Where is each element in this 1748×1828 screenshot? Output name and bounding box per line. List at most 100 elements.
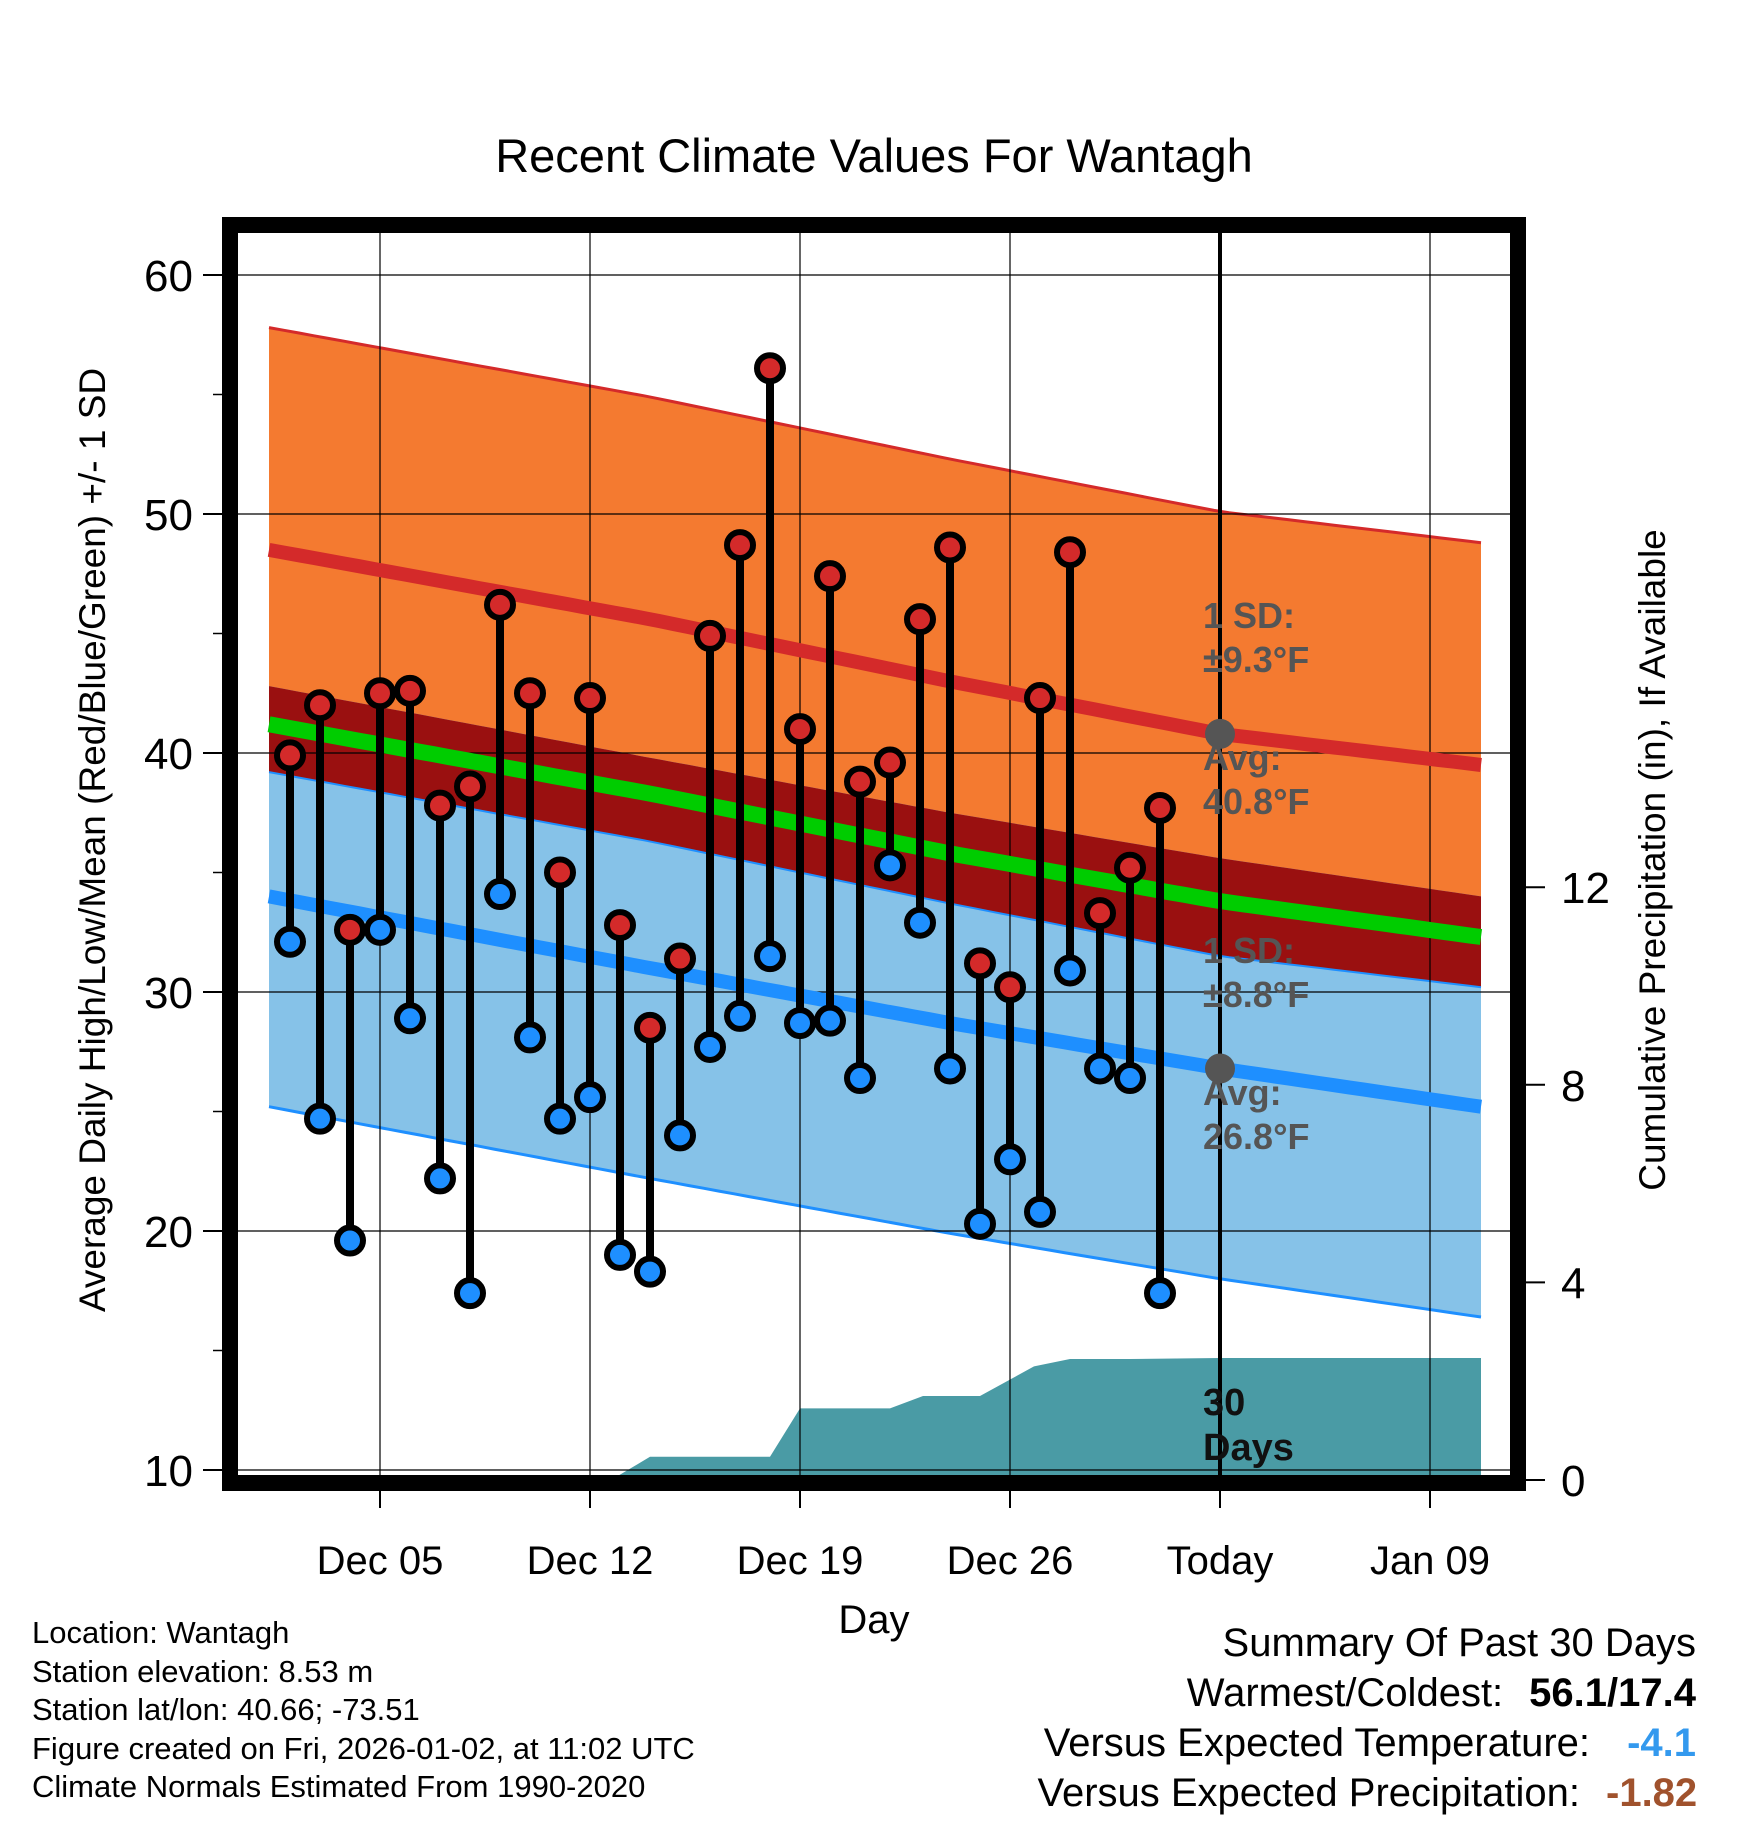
location-text: Location: Wantagh: [32, 1615, 290, 1650]
temp-value: -4.1: [1627, 1721, 1696, 1765]
plot-frame: [222, 217, 1526, 1491]
high-avg-marker: [1205, 718, 1235, 749]
y-tick-label: 10: [144, 1447, 193, 1496]
daily-high-point: [454, 770, 486, 803]
daily-low-point: [874, 849, 906, 882]
daily-high-point: [514, 677, 546, 710]
daily-low-point: [304, 1102, 336, 1135]
daily-low-point: [274, 925, 306, 958]
high-avg-value: 40.8°F: [1203, 781, 1309, 822]
daily-high-point: [784, 713, 816, 746]
daily-low-point: [1114, 1062, 1146, 1095]
daily-high-point: [484, 588, 516, 621]
y-tick-label: 60: [144, 252, 193, 301]
precip-label: Versus Expected Precipitation:: [1037, 1771, 1580, 1815]
elevation-text: Station elevation: 8.53 m: [32, 1653, 374, 1689]
daily-low-point: [544, 1102, 576, 1135]
daily-high-point: [574, 682, 606, 715]
daily-high-point: [814, 560, 846, 593]
daily-low-point: [724, 999, 756, 1032]
daily-high-point: [1144, 791, 1176, 824]
daily-high-point: [964, 947, 996, 980]
daily-low-point: [664, 1119, 696, 1152]
daily-low-point: [814, 1004, 846, 1037]
daily-high-point: [1114, 851, 1146, 884]
daily-low-point: [784, 1007, 816, 1040]
high-avg-label: Avg:: [1203, 737, 1282, 778]
y2-tick-label: 4: [1561, 1259, 1585, 1308]
daily-high-point: [754, 352, 786, 385]
low-avg-value: 26.8°F: [1203, 1116, 1309, 1157]
y2-tick-label: 0: [1561, 1457, 1585, 1506]
x-tick-label: Dec 12: [527, 1539, 654, 1583]
daily-high-point: [544, 856, 576, 889]
y-tick-label: 40: [144, 730, 193, 779]
daily-high-point: [634, 1011, 666, 1044]
y-tick-label: 50: [144, 491, 193, 540]
low-sd-band: [269, 686, 1481, 1317]
daily-high-point: [694, 619, 726, 652]
precip-row: Versus Expected Precipitation: -1.82: [1037, 1768, 1698, 1818]
daily-high-point: [394, 674, 426, 707]
daily-low-point: [694, 1030, 726, 1063]
daily-low-point: [424, 1162, 456, 1195]
summary-panel: Summary Of Past 30 Days Warmest/Coldest:…: [1037, 1618, 1698, 1818]
created-text: Figure created on Fri, 2026-01-02, at 11…: [32, 1730, 695, 1766]
x-tick-label: Dec 19: [737, 1539, 864, 1583]
daily-low-point: [454, 1277, 486, 1310]
x-tick-label: Dec 05: [317, 1539, 444, 1583]
daily-low-point: [994, 1143, 1026, 1176]
daily-low-point: [1054, 954, 1086, 987]
daily-low-point: [334, 1224, 366, 1257]
daily-low-point: [394, 1002, 426, 1035]
chart-title: Recent Climate Values For Wantagh: [495, 129, 1253, 182]
y-tick-label: 30: [144, 969, 193, 1018]
daily-low-point: [1084, 1052, 1116, 1085]
daily-high-point: [274, 739, 306, 772]
daily-high-point: [1024, 682, 1056, 715]
daily-high-point: [664, 942, 696, 975]
x-tick-label: Jan 09: [1370, 1539, 1490, 1583]
daily-low-point: [1144, 1277, 1176, 1310]
high-upper-edge: [268, 326, 1482, 545]
daily-high-point: [424, 789, 456, 822]
low-sd-label: 1 SD:: [1203, 930, 1295, 971]
daily-high-point: [934, 531, 966, 564]
y2-axis-label: Cumulative Precipitation (in), If Availa…: [1632, 529, 1673, 1191]
normal-high-line: [267, 543, 1482, 772]
x-tick-label: Today: [1167, 1539, 1274, 1583]
daily-high-point: [304, 689, 336, 722]
y2-tick-label: 12: [1561, 864, 1610, 913]
daily-low-point: [934, 1052, 966, 1085]
x-axis-label: Day: [838, 1598, 909, 1642]
precip-value: -1.82: [1606, 1771, 1698, 1815]
daily-high-point: [844, 765, 876, 798]
station-info: Location: Wantagh Station elevation: 8.5…: [32, 1614, 695, 1807]
daily-high-point: [364, 677, 396, 710]
daily-high-point: [904, 603, 936, 636]
daily-low-point: [1024, 1195, 1056, 1228]
warm-cold-label: Warmest/Coldest:: [1186, 1671, 1504, 1715]
normals-text: Climate Normals Estimated From 1990-2020: [32, 1769, 646, 1804]
daily-high-point: [1084, 897, 1116, 930]
daily-low-point: [904, 906, 936, 939]
y-axis-label: Average Daily High/Low/Mean (Red/Blue/Gr…: [72, 368, 113, 1312]
latlon-text: Station lat/lon: 40.66; -73.51: [32, 1692, 420, 1727]
daily-low-point: [484, 878, 516, 911]
low-sd-value: ±8.8°F: [1203, 974, 1309, 1015]
daily-low-point: [964, 1207, 996, 1240]
daily-high-point: [874, 746, 906, 779]
x-tick-label: Dec 26: [947, 1539, 1074, 1583]
days-count: 30: [1203, 1382, 1245, 1424]
daily-high-point: [604, 909, 636, 942]
temp-label: Versus Expected Temperature:: [1043, 1721, 1590, 1765]
y2-tick-label: 8: [1561, 1062, 1585, 1111]
precip-area: [611, 1358, 1481, 1480]
low-avg-marker: [1205, 1053, 1235, 1084]
temp-row: Versus Expected Temperature: -4.1: [1037, 1718, 1696, 1768]
daily-high-point: [994, 971, 1026, 1004]
summary-title: Summary Of Past 30 Days: [1222, 1621, 1696, 1665]
daily-low-point: [754, 940, 786, 973]
axes: 10 20 30 40 50 60 0 4 8 12 Dec 05 Dec 12 Dec 19 Dec 2…: [144, 217, 1610, 1583]
